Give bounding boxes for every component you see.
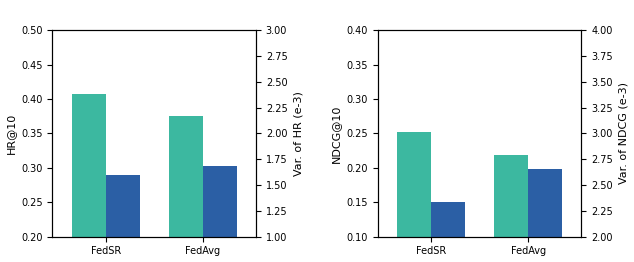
- Bar: [72, 94, 106, 262]
- Bar: [431, 202, 465, 262]
- Bar: [494, 155, 528, 262]
- Bar: [528, 169, 562, 262]
- Bar: [106, 176, 139, 262]
- Bar: [169, 116, 203, 262]
- Y-axis label: Var. of NDCG (e-3): Var. of NDCG (e-3): [618, 83, 628, 184]
- Y-axis label: NDCG@10: NDCG@10: [331, 104, 341, 163]
- Y-axis label: Var. of HR (e-3): Var. of HR (e-3): [293, 91, 303, 176]
- Bar: [203, 166, 236, 262]
- Y-axis label: HR@10: HR@10: [6, 113, 16, 154]
- Bar: [397, 132, 431, 262]
